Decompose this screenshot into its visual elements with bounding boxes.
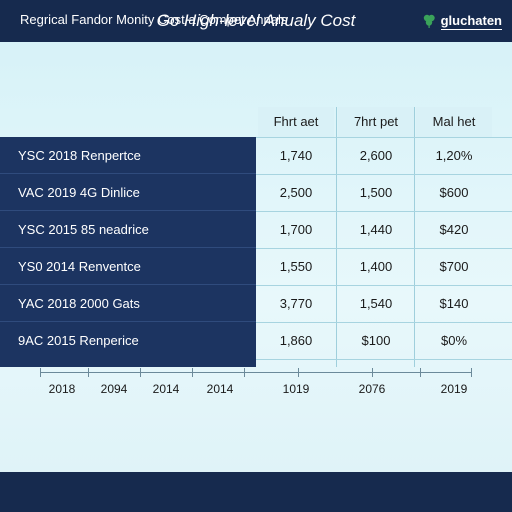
row-label: 9AC 2015 Renperice xyxy=(18,333,139,348)
row-divider xyxy=(256,322,512,323)
x-axis-tick xyxy=(244,368,245,377)
table-cell: $420 xyxy=(439,222,469,237)
row-divider xyxy=(256,285,512,286)
table-cell: $600 xyxy=(439,185,469,200)
x-axis-tick xyxy=(192,368,193,377)
row-label: YSC 2018 Renpertce xyxy=(0,137,256,174)
table-cell: 1,20% xyxy=(435,148,473,163)
table-cell: 1,860 xyxy=(279,333,313,348)
row-label: YAC 2018 2000 Gats xyxy=(0,285,256,322)
column-header: Mal het xyxy=(416,107,492,137)
row-divider xyxy=(256,174,512,175)
x-axis-tick xyxy=(40,368,41,377)
table-cell: 1,550 xyxy=(279,259,313,274)
table-cell: 1,700 xyxy=(279,222,313,237)
footer-caption: Regrical Fandor Monity Cost a Compet Ann… xyxy=(20,12,288,27)
chart-title: Go High-level Anualy Cost xyxy=(156,11,356,30)
row-label: YSC 2015 85 neadrice xyxy=(0,211,256,248)
row-labels-block xyxy=(0,137,256,367)
x-tick-label: 2094 xyxy=(100,382,128,396)
table-cell: 1,500 xyxy=(359,185,393,200)
x-tick-label: 2076 xyxy=(358,382,386,396)
table-cell: 2,600 xyxy=(359,148,393,163)
table-cell: $140 xyxy=(439,296,469,311)
row-divider xyxy=(256,248,512,249)
table-cell: $700 xyxy=(439,259,469,274)
column-header: Fhrt aet xyxy=(258,107,334,137)
table-cell: 1,540 xyxy=(359,296,393,311)
row-divider xyxy=(256,359,512,360)
brand-logo: gluchaten xyxy=(421,6,502,36)
row-label: VAC 2019 4G Dinlice xyxy=(0,174,256,211)
x-axis-line xyxy=(40,372,472,373)
row-label: YS0 2014 Renventce xyxy=(0,248,256,285)
x-tick-label: 2018 xyxy=(48,382,76,396)
table-cell: $0% xyxy=(440,333,468,348)
table-cell: $100 xyxy=(361,333,391,348)
clover-icon xyxy=(423,14,435,28)
table-cell: 1,400 xyxy=(359,259,393,274)
logo-text: gluchaten xyxy=(440,12,502,30)
table-cell: 1,440 xyxy=(359,222,393,237)
x-tick-label: 2014 xyxy=(206,382,234,396)
x-axis-tick xyxy=(372,368,373,377)
table-cell: 1,740 xyxy=(279,148,313,163)
row-divider xyxy=(256,137,512,138)
table-cell: 3,770 xyxy=(279,296,313,311)
column-header: 7hrt pet xyxy=(338,107,414,137)
table-cell: 2,500 xyxy=(279,185,313,200)
x-tick-label: 1019 xyxy=(282,382,310,396)
column-divider xyxy=(414,107,415,367)
x-axis-tick xyxy=(298,368,299,377)
x-tick-label: 2019 xyxy=(440,382,468,396)
x-axis-tick xyxy=(140,368,141,377)
row-divider xyxy=(256,211,512,212)
column-divider xyxy=(336,107,337,367)
x-axis-tick xyxy=(471,368,472,377)
x-axis-tick xyxy=(88,368,89,377)
x-axis-tick xyxy=(420,368,421,377)
x-tick-label: 2014 xyxy=(152,382,180,396)
footer-bar xyxy=(0,472,512,512)
